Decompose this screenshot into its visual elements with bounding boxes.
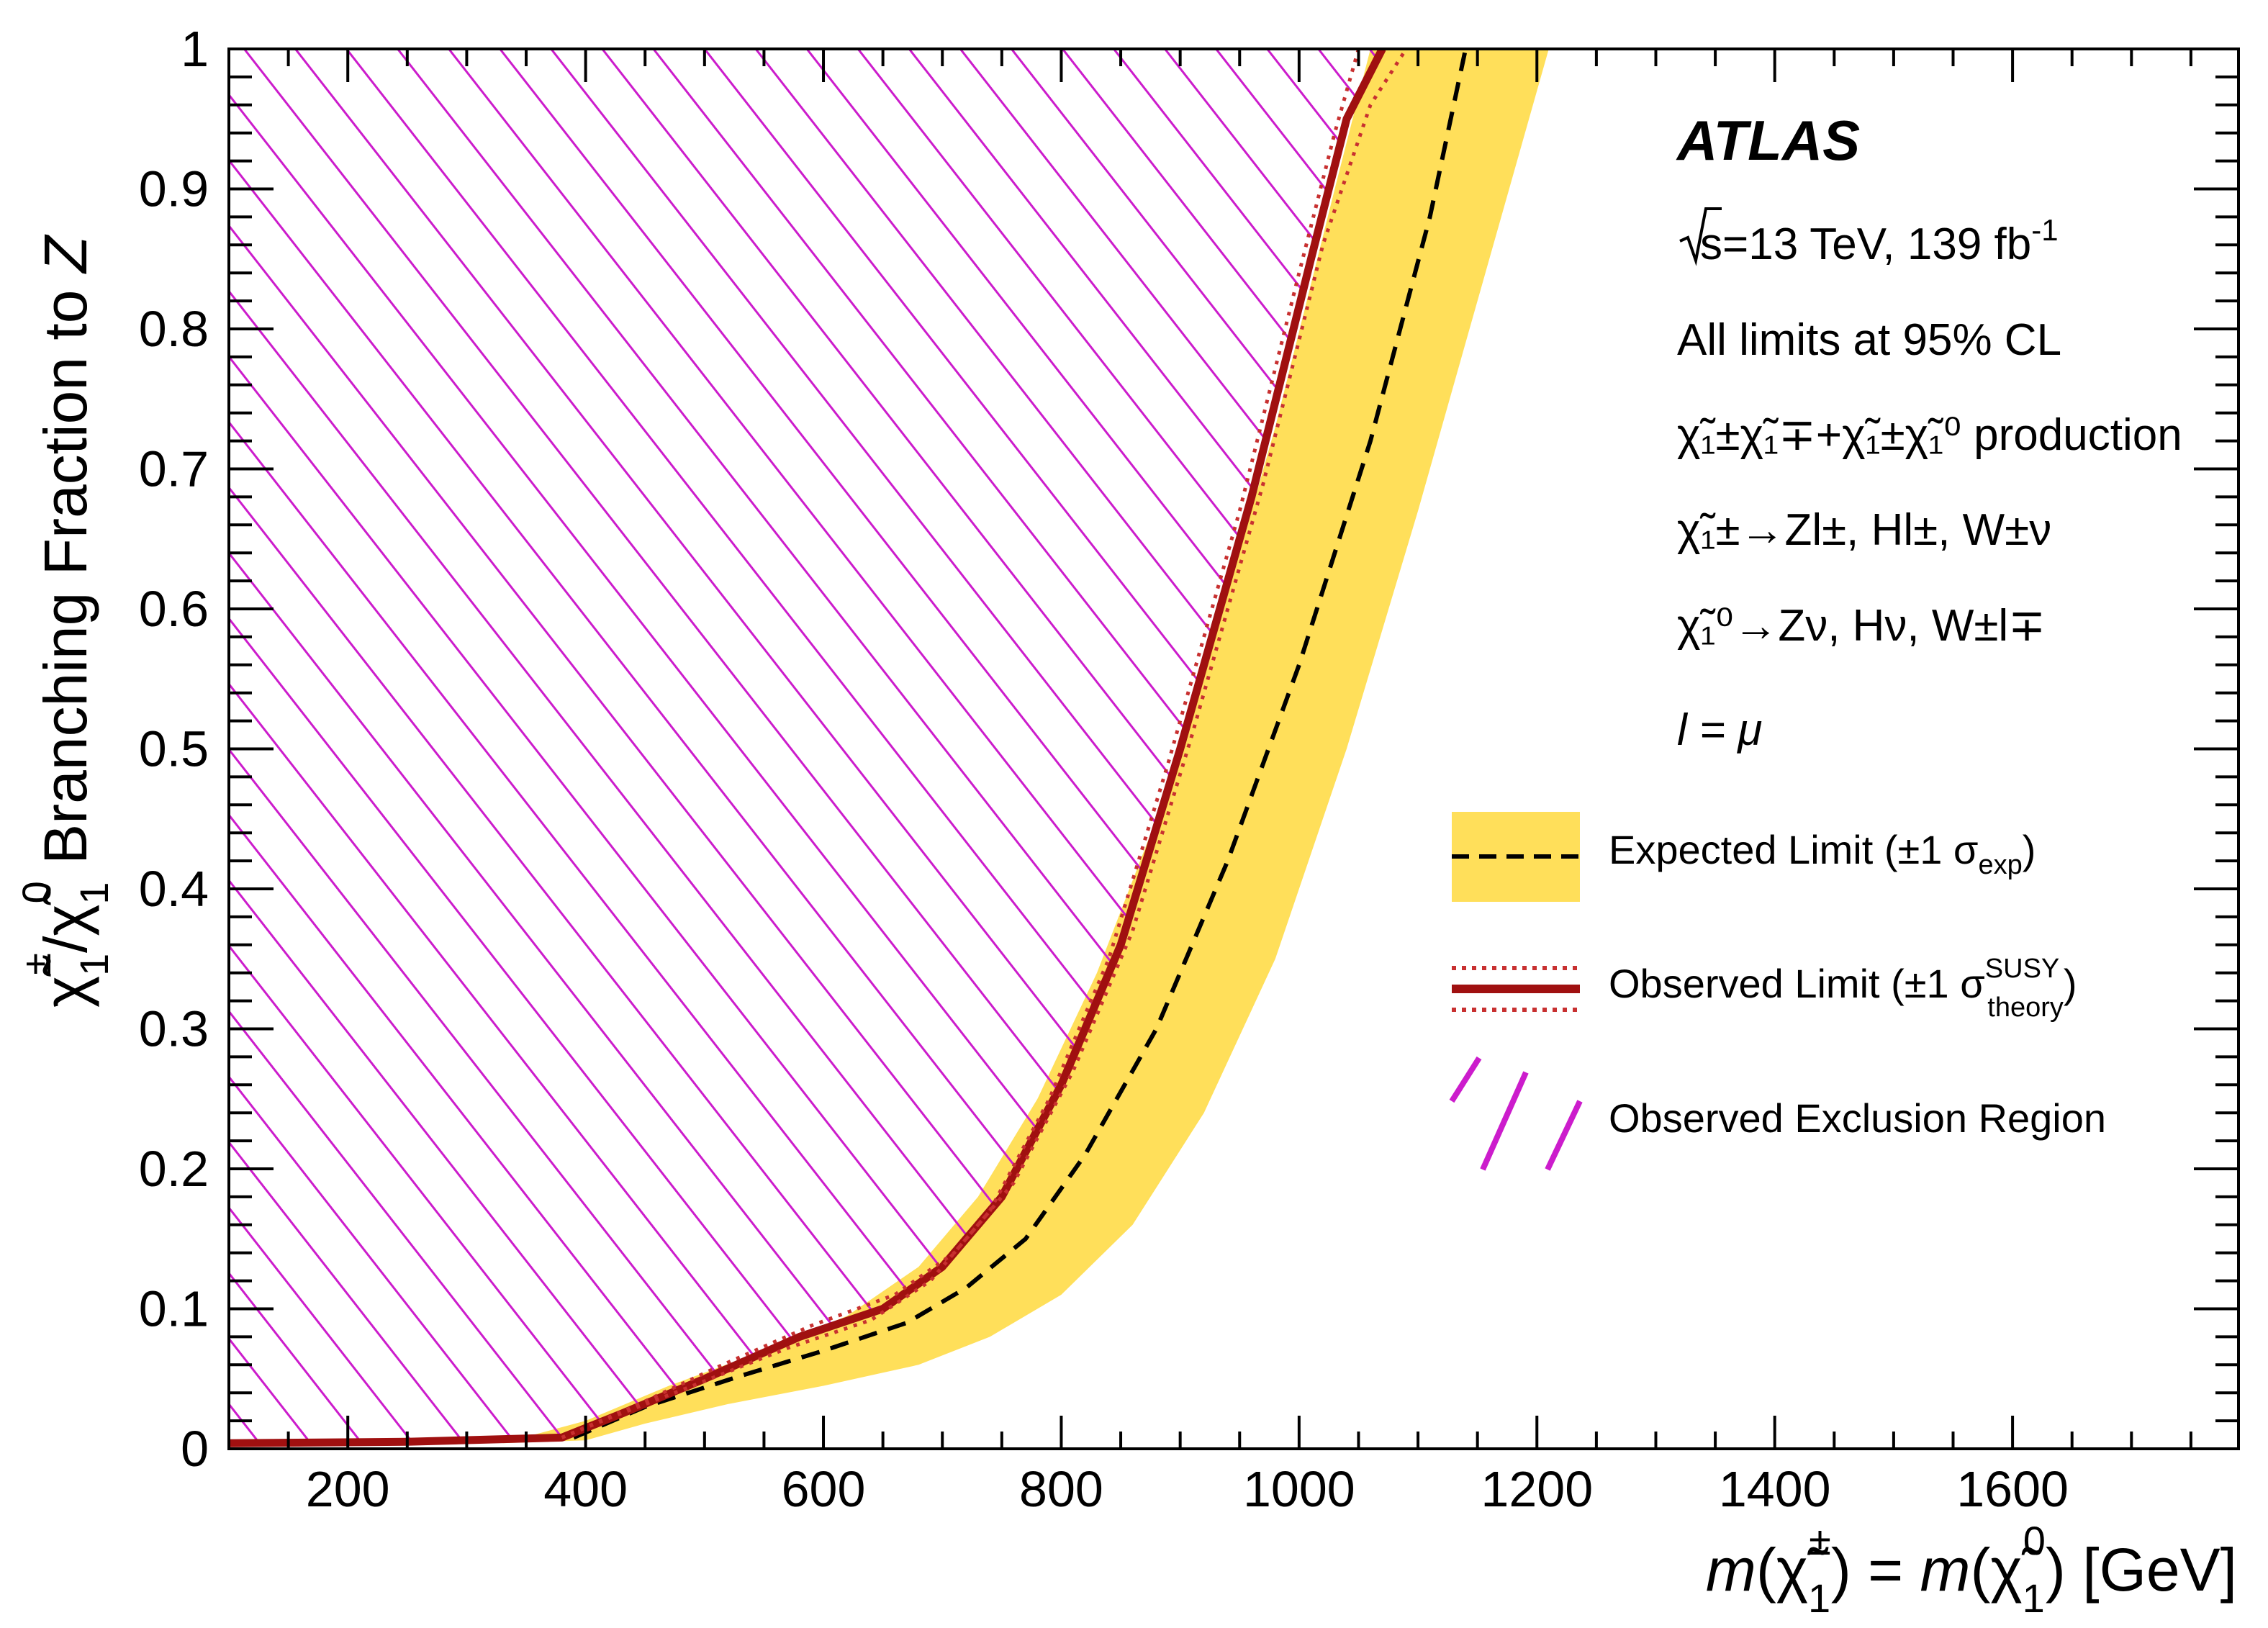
legend-hatch-swatch [1449,1056,1583,1171]
legend-expected-sub: exp [1979,850,2023,880]
y-tick-label: 0 [181,1421,209,1477]
y-tick-label: 1 [181,21,209,77]
legend-expected-close: ) [2023,827,2036,872]
plot-area [229,49,1549,1447]
series-line-0 [572,49,1468,1440]
y-tick-label: 0.9 [139,161,209,217]
energy-exponent: -1 [2031,213,2058,247]
y-tick-label: 0.3 [139,1001,209,1057]
lepton-label: l = μ [1677,705,1762,755]
cl-label: All limits at 95% CL [1677,315,2061,365]
y-tick-label: 0.5 [139,721,209,777]
expected-limit-band [502,49,1549,1444]
x-tick-label: 400 [543,1461,628,1517]
x-tick-label: 1200 [1481,1461,1593,1517]
x-tick-label: 800 [1019,1461,1103,1517]
legend-observed-sub: theory [1987,992,2064,1023]
atlas-label: ATLAS [1676,109,1860,172]
legend-exclusion-label: Observed Exclusion Region [1609,1095,2106,1141]
chargino-decay-label: χ̃₁±→Zl±, Hl±, W±ν [1677,505,2051,555]
legend-observed-sup: SUSY [1985,954,2059,984]
x-tick-label: 1400 [1719,1461,1831,1517]
energy-label: s=13 TeV, 139 fb-1 [1679,207,2059,269]
sqrt-sign [1679,207,1722,266]
legend-observed-label: Observed Limit (±1 σ [1609,961,1985,1006]
legend-expected-label: Expected Limit (±1 σ [1609,827,1979,872]
x-tick-label: 1600 [1956,1461,2069,1517]
y-tick-label: 0.6 [139,581,209,637]
x-tick-label: 200 [306,1461,390,1517]
y-tick-label: 0.2 [139,1141,209,1197]
legend: Expected Limit (±1 σexp) Observed Limit … [1449,812,2106,1171]
x-tick-label: 600 [782,1461,866,1517]
y-tick-label: 0.7 [139,441,209,497]
legend-observed-close: ) [2064,961,2077,1006]
x-tick-label: 1000 [1243,1461,1355,1517]
observed-exclusion-region [229,49,1383,1444]
svg-text:s=13 TeV, 139 fb-1: s=13 TeV, 139 fb-1 [1700,213,2059,269]
energy-text: s=13 TeV, 139 fb [1700,220,2031,269]
neutralino-decay-label: χ̃₁⁰→Zν, Hν, W±l∓ [1677,601,2046,651]
y-tick-label: 0.4 [139,861,209,917]
series-line-5 [561,49,1360,1439]
production-label: χ̃₁±χ̃₁∓+χ̃₁±χ̃₁⁰ production [1677,410,2182,460]
x-axis-label: m(χ̃1±) = m(χ̃10) [GeV] [1706,1518,2237,1621]
svg-text:Expected Limit (±1 σexp): Expected Limit (±1 σexp) [1609,827,2036,880]
y-tick-label: 0.8 [139,301,209,357]
y-tick-label: 0.1 [139,1281,209,1337]
y-axis-label: χ̃1±/χ̃10 Branching Fraction to Z [14,234,117,1008]
